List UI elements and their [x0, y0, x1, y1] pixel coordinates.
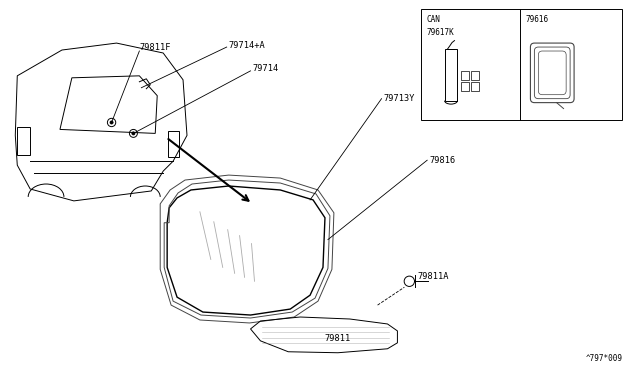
Bar	[471, 71, 479, 80]
Text: 79714: 79714	[253, 64, 279, 73]
Bar	[445, 49, 458, 101]
Circle shape	[110, 121, 113, 124]
Text: 79714+A: 79714+A	[228, 41, 266, 49]
Bar	[168, 131, 179, 157]
Bar	[471, 82, 479, 91]
Bar	[461, 82, 468, 91]
Text: 79811: 79811	[324, 334, 351, 343]
Text: 79616: 79616	[525, 15, 548, 24]
Text: 79816: 79816	[429, 156, 456, 165]
Text: 79617K: 79617K	[426, 28, 454, 37]
Text: CAN: CAN	[426, 15, 440, 24]
Bar	[461, 71, 468, 80]
Text: 79811F: 79811F	[140, 42, 171, 52]
Bar	[421, 9, 621, 121]
Circle shape	[132, 132, 135, 135]
Bar	[17, 128, 30, 155]
Text: ^797*009: ^797*009	[586, 354, 623, 363]
Text: 79811A: 79811A	[417, 272, 449, 281]
Text: 79713Y: 79713Y	[383, 94, 415, 103]
